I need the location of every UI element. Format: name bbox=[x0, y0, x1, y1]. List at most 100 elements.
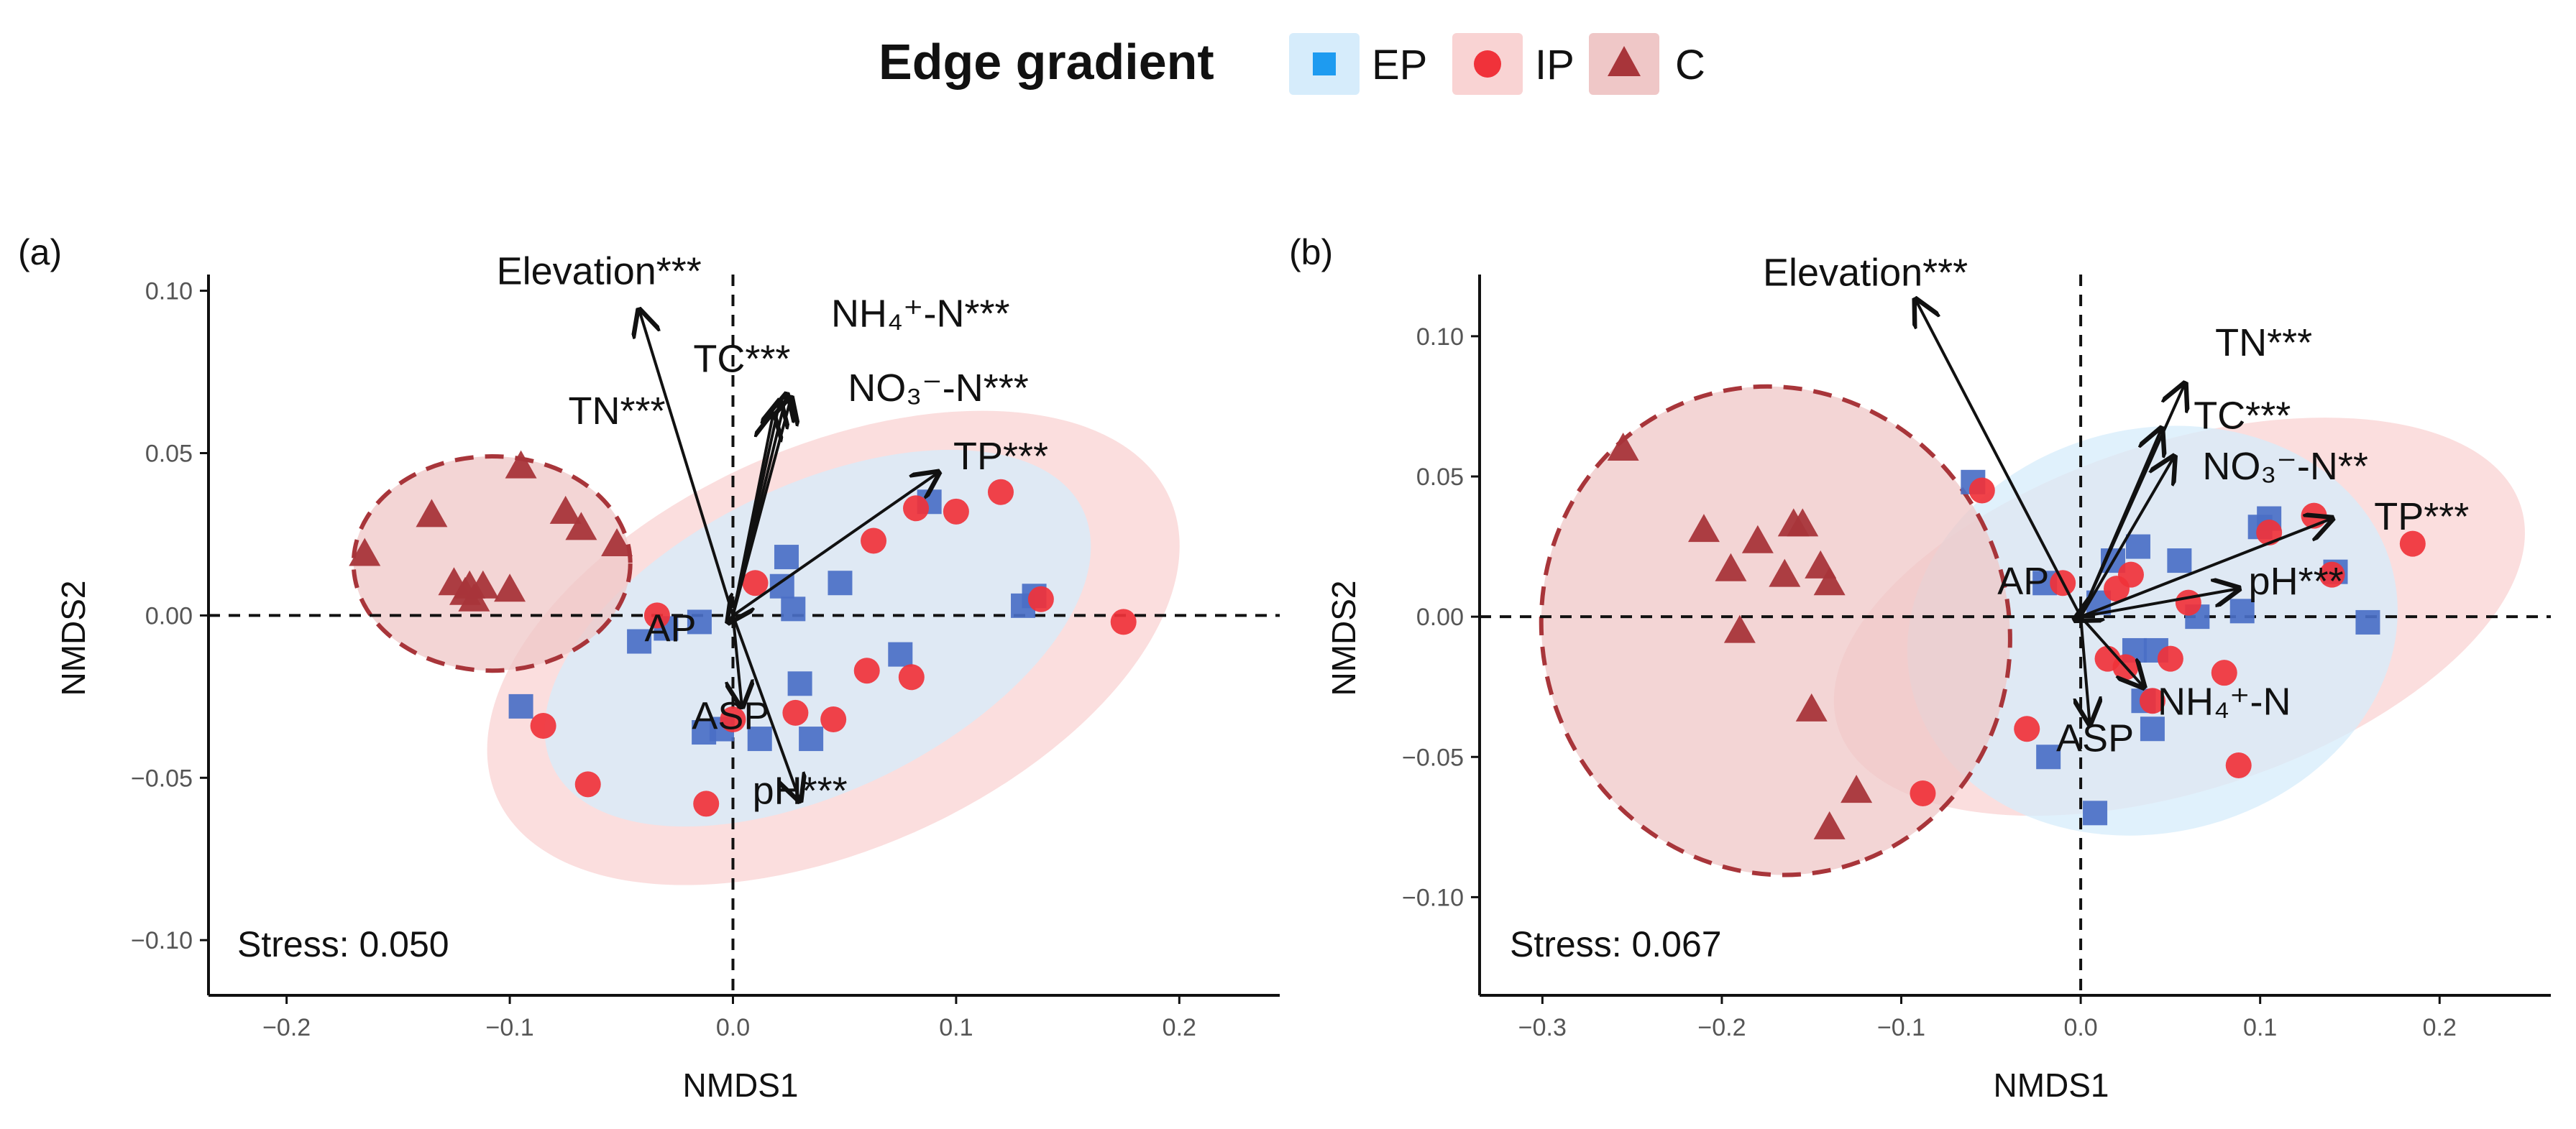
panel-b-point-c-11 bbox=[1813, 811, 1846, 839]
panel-a-y-tick-label-0: −0.10 bbox=[131, 927, 193, 954]
panel-b-point-ip-9 bbox=[2157, 645, 2183, 672]
panel-a-point-ep-12 bbox=[828, 571, 853, 596]
panel-a-x-tick-label-3: 0.1 bbox=[939, 1014, 973, 1041]
legend-title: Edge gradient bbox=[879, 34, 1214, 90]
panel-a-point-ep-11 bbox=[799, 727, 824, 752]
panel-a-vector-label-2: TC*** bbox=[693, 338, 790, 381]
panel-a-point-ep-8 bbox=[774, 545, 799, 570]
panel-b-ellipse-c bbox=[1539, 384, 2012, 877]
panel-a-vector-label-3: NH₄⁺-N*** bbox=[831, 292, 1010, 335]
panel-a-point-ip-9 bbox=[861, 527, 887, 554]
panel-b-x-tick-label-5: 0.2 bbox=[2423, 1014, 2457, 1041]
panel-a-point-ip-15 bbox=[1110, 609, 1137, 635]
panel-a-points bbox=[349, 450, 1137, 817]
panel-a-point-ep-0 bbox=[508, 693, 533, 719]
panel-a-point-ip-12 bbox=[943, 498, 969, 525]
panel-a-point-ip-11 bbox=[903, 495, 930, 522]
panel-b-point-ip-10 bbox=[2175, 589, 2201, 616]
panel-a-vector-label-1: TN*** bbox=[569, 390, 666, 433]
panel-a-vector-arrow-4 bbox=[731, 398, 791, 616]
panel-a-point-ep-9 bbox=[781, 596, 806, 622]
panel-b-point-ep-11 bbox=[2167, 548, 2192, 573]
panel-a-vector-arrow-7 bbox=[733, 615, 741, 706]
panel-b-y-tick-label-2: 0.00 bbox=[1416, 604, 1464, 631]
panel-a-point-ep-1 bbox=[627, 629, 652, 654]
panel-a-vector-arrow-5 bbox=[732, 473, 938, 617]
panel-a-y-tick-label-4: 0.10 bbox=[145, 278, 193, 305]
legend: Edge gradient EP IP C bbox=[879, 33, 1705, 95]
panel-b-vector-arrow-8 bbox=[2081, 616, 2089, 723]
panel-a-point-ip-3 bbox=[693, 791, 720, 817]
panel-b-x-tick-label-0: −0.3 bbox=[1518, 1014, 1567, 1041]
panel-b-point-ip-0 bbox=[1910, 780, 1936, 807]
panel-b-point-c-5 bbox=[1769, 558, 1801, 587]
panel-a-vector-arrow-3 bbox=[731, 401, 779, 616]
panel-b-ellipses bbox=[1539, 384, 2525, 877]
panel-b-vector-label-3: NO₃⁻-N** bbox=[2202, 445, 2368, 488]
panel-a-reference-lines bbox=[208, 275, 1280, 995]
panel-a-point-ip-6 bbox=[782, 699, 809, 726]
panel-a-point-c-9 bbox=[549, 495, 582, 524]
legend-key-ip-marker bbox=[1474, 50, 1501, 78]
panel-a-point-ep-6 bbox=[747, 727, 772, 752]
panel-b-vector-label-2: TC*** bbox=[2194, 395, 2291, 438]
panel-b-label: (b) bbox=[1289, 232, 1333, 272]
panel-b-x-tick-label-1: −0.2 bbox=[1697, 1014, 1746, 1041]
panel-a-point-ip-13 bbox=[987, 479, 1014, 505]
panel-b-vector-arrow-2 bbox=[2079, 429, 2161, 617]
panel-b-stress: Stress: 0.067 bbox=[1510, 924, 1722, 964]
panel-b-point-c-10 bbox=[1795, 693, 1828, 722]
panel-a-x-axis-title: NMDS1 bbox=[682, 1066, 798, 1104]
panel-b-axes: −0.3 −0.2 −0.1 0.0 0.1 0.2 −0.10 −0.05 0.00 0.05 0… bbox=[1402, 275, 2551, 1041]
panel-b-vector-label-4: TP*** bbox=[2374, 495, 2469, 538]
panel-b-vector-arrow-3 bbox=[2079, 457, 2174, 618]
panel-a-point-ip-7 bbox=[820, 706, 847, 732]
panel-b-vector-arrow-6 bbox=[2079, 615, 2143, 687]
panel-a-vector-label-8: pH*** bbox=[753, 769, 848, 812]
panel-b-point-c-2 bbox=[1715, 553, 1747, 581]
panel-a-point-c-6 bbox=[467, 570, 499, 599]
panel-b-point-ep-7 bbox=[2125, 534, 2150, 559]
legend-label-c: C bbox=[1675, 42, 1705, 88]
panel-a-vector-arrow-0 bbox=[639, 310, 735, 616]
panel-a-point-c-7 bbox=[494, 573, 526, 602]
panel-b-vector-arrow-4 bbox=[2080, 519, 2332, 618]
panel-b-point-c-4 bbox=[1741, 525, 1774, 553]
panel-b-vector-label-0: Elevation*** bbox=[1763, 252, 1968, 295]
panel-b-y-tick-label-0: −0.10 bbox=[1402, 884, 1464, 911]
panel-b-vector-label-7: AP bbox=[1997, 560, 2049, 603]
panel-a-point-ep-10 bbox=[787, 671, 812, 696]
panel-b-point-c-1 bbox=[1687, 514, 1720, 543]
panel-a-vector-label-4: NO₃⁻-N*** bbox=[848, 367, 1029, 410]
panel-a-point-c-10 bbox=[565, 512, 597, 540]
panel-b-point-c-12 bbox=[1841, 775, 1873, 803]
panel-a-x-tick-label-1: −0.1 bbox=[486, 1014, 534, 1041]
panel-b-vector-label-6: NH₄⁺-N bbox=[2158, 681, 2291, 724]
panel-b-x-tick-label-4: 0.1 bbox=[2243, 1014, 2277, 1041]
panel-a-y-tick-label-2: 0.00 bbox=[145, 602, 193, 630]
panel-b-vector-arrow-5 bbox=[2080, 589, 2239, 619]
panel-b-point-ep-17 bbox=[2355, 609, 2380, 635]
panel-a-y-tick-label-1: −0.05 bbox=[131, 765, 193, 792]
panel-a-x-tick-label-0: −0.2 bbox=[262, 1014, 311, 1041]
panel-a-point-ip-2 bbox=[643, 602, 670, 629]
panel-b-point-ep-2 bbox=[2036, 745, 2061, 770]
panel-a-vectors: Elevation*** TN*** TC*** NH₄⁺-N*** NO₃⁻-N***… bbox=[497, 250, 1048, 813]
panel-b-point-c-3 bbox=[1723, 614, 1756, 643]
panel-a-vector-arrow-8 bbox=[731, 614, 799, 801]
panel-a-y-axis-title: NMDS2 bbox=[55, 580, 92, 696]
panel-b-point-ip-12 bbox=[2225, 752, 2252, 778]
panel-b-point-ip-15 bbox=[2319, 561, 2345, 588]
panel-b-point-c-9 bbox=[1813, 567, 1846, 596]
panel-b-y-axis-title: NMDS2 bbox=[1325, 580, 1362, 696]
panel-a-vector-label-5: TP*** bbox=[953, 435, 1048, 478]
panel-a-point-c-1 bbox=[416, 499, 448, 527]
panel-b-point-ip-7 bbox=[2117, 561, 2144, 588]
panel-a-label: (a) bbox=[18, 232, 62, 272]
panel-b-vectors: Elevation*** TN*** TC*** NO₃⁻-N**TP*** pH***… bbox=[1763, 252, 2469, 760]
panel-a-point-ip-1 bbox=[574, 771, 601, 798]
panel-a-point-ip-5 bbox=[742, 570, 769, 596]
panel-a-point-ip-0 bbox=[530, 713, 556, 739]
panel-b-point-ip-16 bbox=[2399, 530, 2426, 557]
